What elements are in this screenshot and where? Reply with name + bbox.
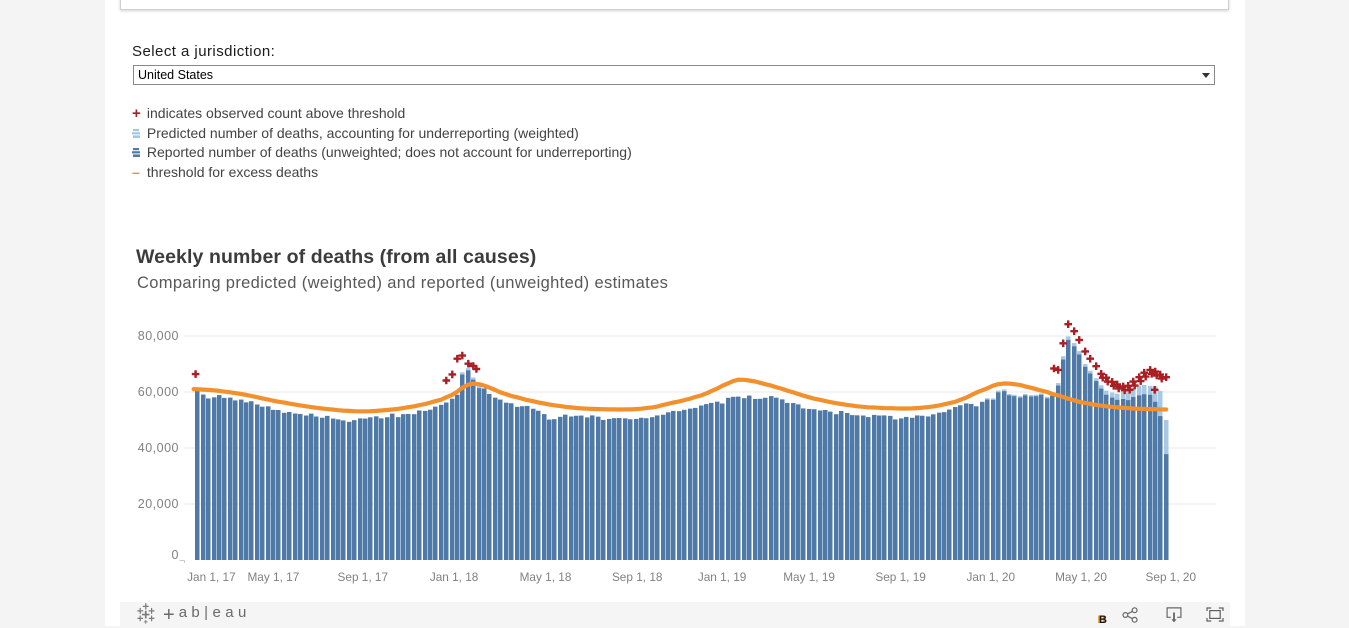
svg-text:May 1, 17: May 1, 17 — [247, 570, 299, 584]
svg-text:May 1, 19: May 1, 19 — [783, 570, 835, 584]
svg-text:May 1, 18: May 1, 18 — [520, 570, 572, 584]
svg-text:Jan 1, 17: Jan 1, 17 — [187, 570, 236, 584]
svg-text:Sep 1, 19: Sep 1, 19 — [875, 570, 926, 584]
svg-text:Sep 1, 20: Sep 1, 20 — [1146, 570, 1197, 584]
svg-text:80,000: 80,000 — [138, 329, 179, 343]
svg-text:40,000: 40,000 — [138, 441, 179, 455]
svg-text:20,000: 20,000 — [138, 497, 179, 511]
svg-text:May 1, 20: May 1, 20 — [1055, 570, 1107, 584]
svg-text:0: 0 — [172, 548, 179, 562]
svg-text:Sep 1, 17: Sep 1, 17 — [338, 570, 389, 584]
svg-text:Jan 1, 18: Jan 1, 18 — [430, 570, 479, 584]
svg-text:60,000: 60,000 — [138, 385, 179, 399]
svg-text:Jan 1, 19: Jan 1, 19 — [698, 570, 747, 584]
svg-text:Jan 1, 20: Jan 1, 20 — [967, 570, 1016, 584]
svg-text:Sep 1, 18: Sep 1, 18 — [612, 570, 663, 584]
